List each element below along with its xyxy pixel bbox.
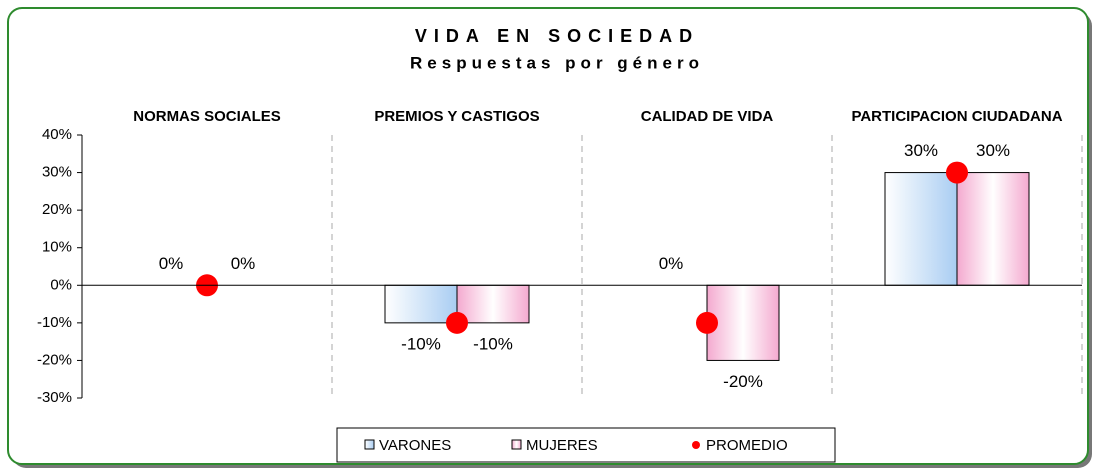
- y-tick-label: 0%: [50, 276, 72, 293]
- value-label: 30%: [976, 141, 1010, 160]
- y-tick-label: -30%: [37, 389, 72, 406]
- legend-label: PROMEDIO: [706, 437, 788, 454]
- y-tick-label: -10%: [37, 314, 72, 331]
- legend-marker: [692, 441, 700, 449]
- value-label: 0%: [159, 254, 184, 273]
- legend-label: MUJERES: [526, 437, 598, 454]
- legend-label: VARONES: [379, 437, 451, 454]
- legend-box: [336, 427, 836, 463]
- category-label: PARTICIPACION CIUDADANA: [851, 108, 1063, 125]
- value-label: 0%: [231, 254, 256, 273]
- legend-marker: [364, 439, 375, 450]
- average-dot: [446, 311, 468, 334]
- y-tick-label: 20%: [42, 201, 72, 218]
- category-label: PREMIOS Y CASTIGOS: [374, 108, 540, 125]
- category-label: NORMAS SOCIALES: [133, 108, 281, 125]
- y-tick-label: 40%: [42, 126, 72, 143]
- value-label: 0%: [659, 254, 684, 273]
- value-label: -20%: [723, 372, 763, 391]
- bar: [956, 172, 1030, 286]
- bar: [384, 284, 458, 324]
- y-tick-label: 30%: [42, 164, 72, 181]
- value-label: -10%: [401, 334, 441, 353]
- frame: [7, 7, 1089, 465]
- y-tick-label: 10%: [42, 239, 72, 256]
- average-dot: [696, 311, 718, 334]
- value-label: -10%: [473, 334, 513, 353]
- bar: [884, 172, 958, 286]
- average-dot: [946, 161, 968, 184]
- bar: [456, 284, 530, 324]
- category-label: CALIDAD DE VIDA: [640, 108, 774, 125]
- chart-title: VIDA EN SOCIEDAD: [415, 26, 699, 46]
- legend-marker: [511, 439, 522, 450]
- chart-subtitle: Respuestas por género: [410, 53, 704, 72]
- value-label: 30%: [904, 141, 938, 160]
- y-tick-label: -20%: [37, 351, 72, 368]
